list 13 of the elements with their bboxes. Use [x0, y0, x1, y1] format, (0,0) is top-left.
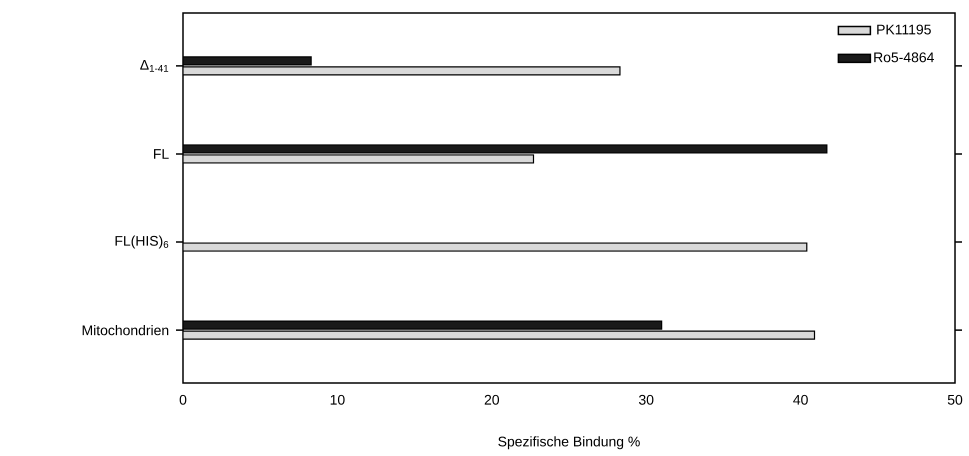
x-tick-label: 30 — [638, 394, 654, 405]
y-tick-label: Δ$_{1-41}$ — [140, 60, 168, 72]
x-tick-label: 10 — [330, 394, 345, 405]
x-tick-label: 40 — [793, 394, 808, 405]
legend-label: Ro5-4864 — [874, 52, 934, 62]
x-axis-title: Spezifische Bindung % — [498, 436, 640, 450]
x-tick-label: 50 — [948, 394, 962, 405]
legend-label: PK11195 — [877, 24, 931, 34]
y-tick-label: FL(HIS)$_{6}$ — [116, 236, 168, 249]
x-tick-label: 0 — [180, 394, 186, 405]
x-tick-label: 20 — [484, 394, 500, 405]
y-tick-label: FL — [154, 149, 169, 159]
y-tick-label: Mitochondrien — [82, 325, 168, 336]
